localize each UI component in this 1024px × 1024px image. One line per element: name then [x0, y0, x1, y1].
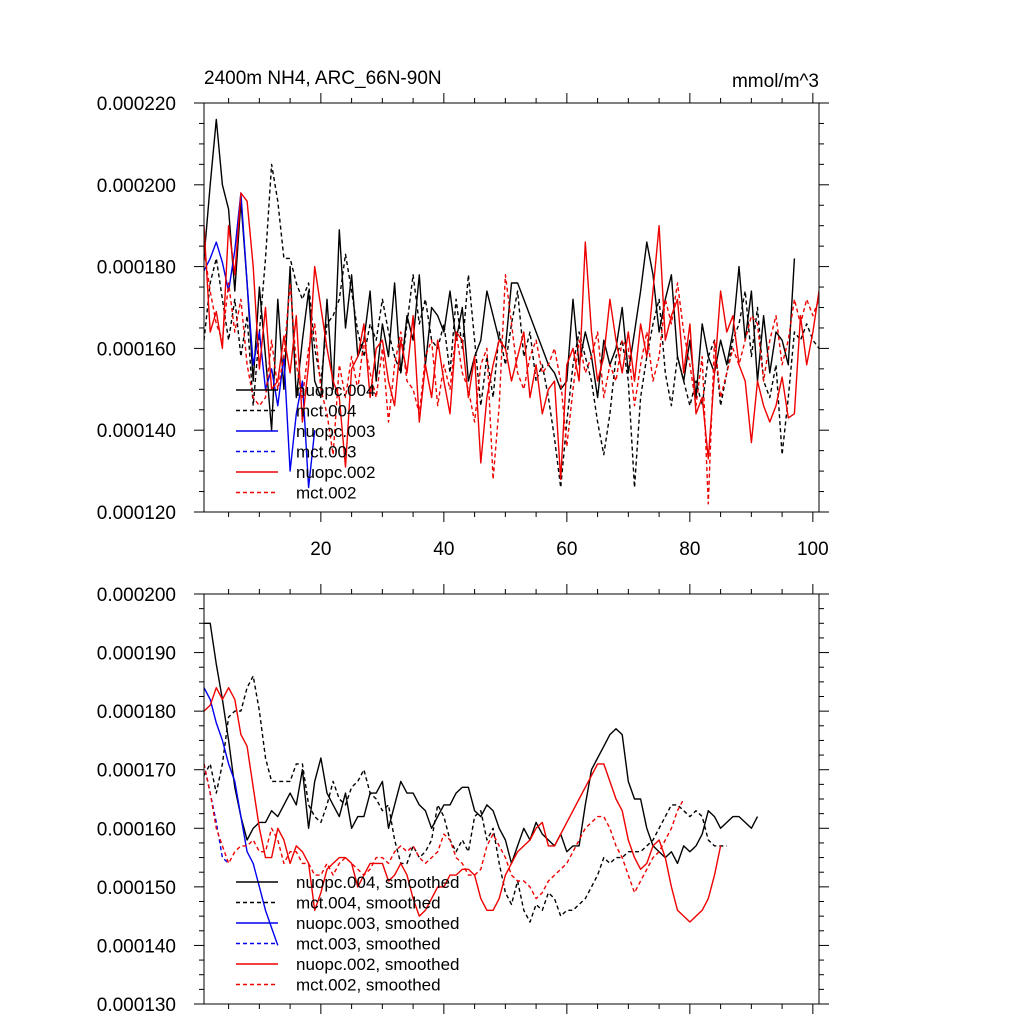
top-xtick-label: 20 — [310, 539, 331, 560]
top-xtick-label: 80 — [679, 539, 700, 560]
bottom-ytick-label: 0.000130 — [97, 995, 176, 1016]
top-ytick-label: 0.000160 — [97, 339, 176, 360]
top-series-nuopc-003 — [204, 192, 316, 489]
top-ytick-label: 0.000180 — [97, 258, 176, 279]
top-xtick-label: 60 — [556, 539, 577, 560]
legend-label-mct-003-smoothed: mct.003, smoothed — [296, 935, 441, 954]
bottom-series-nuopc-002-smoothed — [204, 687, 722, 923]
top-series-mct-004 — [204, 163, 819, 489]
legend-label-mct-002: mct.002 — [296, 484, 356, 503]
bottom-ytick-label: 0.000170 — [97, 761, 176, 782]
top-chart-units: mmol/m^3 — [732, 71, 819, 92]
bottom-ytick-label: 0.000190 — [97, 644, 176, 665]
top-series-nuopc-004 — [204, 118, 796, 431]
legend-label-mct-003: mct.003 — [296, 443, 356, 462]
top-series-nuopc-002 — [204, 192, 819, 480]
legend-label-mct-004: mct.004 — [296, 402, 356, 421]
legend-label-nuopc-003-smoothed: nuopc.003, smoothed — [296, 914, 460, 933]
top-chart-title: 2400m NH4, ARC_66N-90N — [204, 68, 442, 89]
bottom-series-mct-003-smoothed — [204, 763, 230, 864]
top-xtick-label: 100 — [797, 539, 829, 560]
bottom-series-mct-002-smoothed — [204, 763, 685, 900]
legend-label-nuopc-003: nuopc.003 — [296, 422, 375, 441]
bottom-ytick-label: 0.000180 — [97, 702, 176, 723]
top-ytick-label: 0.000140 — [97, 421, 176, 442]
legend-label-nuopc-004-smoothed: nuopc.004, smoothed — [296, 873, 460, 892]
top-ytick-label: 0.000220 — [97, 94, 176, 115]
top-ytick-label: 0.000120 — [97, 503, 176, 524]
legend-label-nuopc-004: nuopc.004 — [296, 381, 375, 400]
bottom-series-nuopc-003-smoothed — [204, 687, 279, 946]
top-ytick-label: 0.000200 — [97, 176, 176, 197]
bottom-series-nuopc-004-smoothed — [204, 622, 759, 865]
legend-label-nuopc-002: nuopc.002 — [296, 463, 375, 482]
top-chart: 20 40 60 80 100 0.000120 0.000140 0.000160 0.000… — [97, 93, 829, 560]
legend-label-mct-004-smoothed: mct.004, smoothed — [296, 894, 441, 913]
bottom-series-mct-004-smoothed — [204, 675, 727, 923]
top-xtick-label: 40 — [433, 539, 454, 560]
bottom-ytick-label: 0.000200 — [97, 585, 176, 606]
bottom-ytick-label: 0.000140 — [97, 936, 176, 957]
legend-label-mct-002-smoothed: mct.002, smoothed — [296, 976, 441, 995]
bottom-ytick-label: 0.000160 — [97, 819, 176, 840]
legend-label-nuopc-002-smoothed: nuopc.002, smoothed — [296, 955, 460, 974]
bottom-ytick-label: 0.000150 — [97, 878, 176, 899]
bottom-chart: 0.000130 0.000140 0.000150 0.000160 0.000170… — [97, 584, 829, 1016]
top-series-mct-002 — [204, 250, 819, 505]
